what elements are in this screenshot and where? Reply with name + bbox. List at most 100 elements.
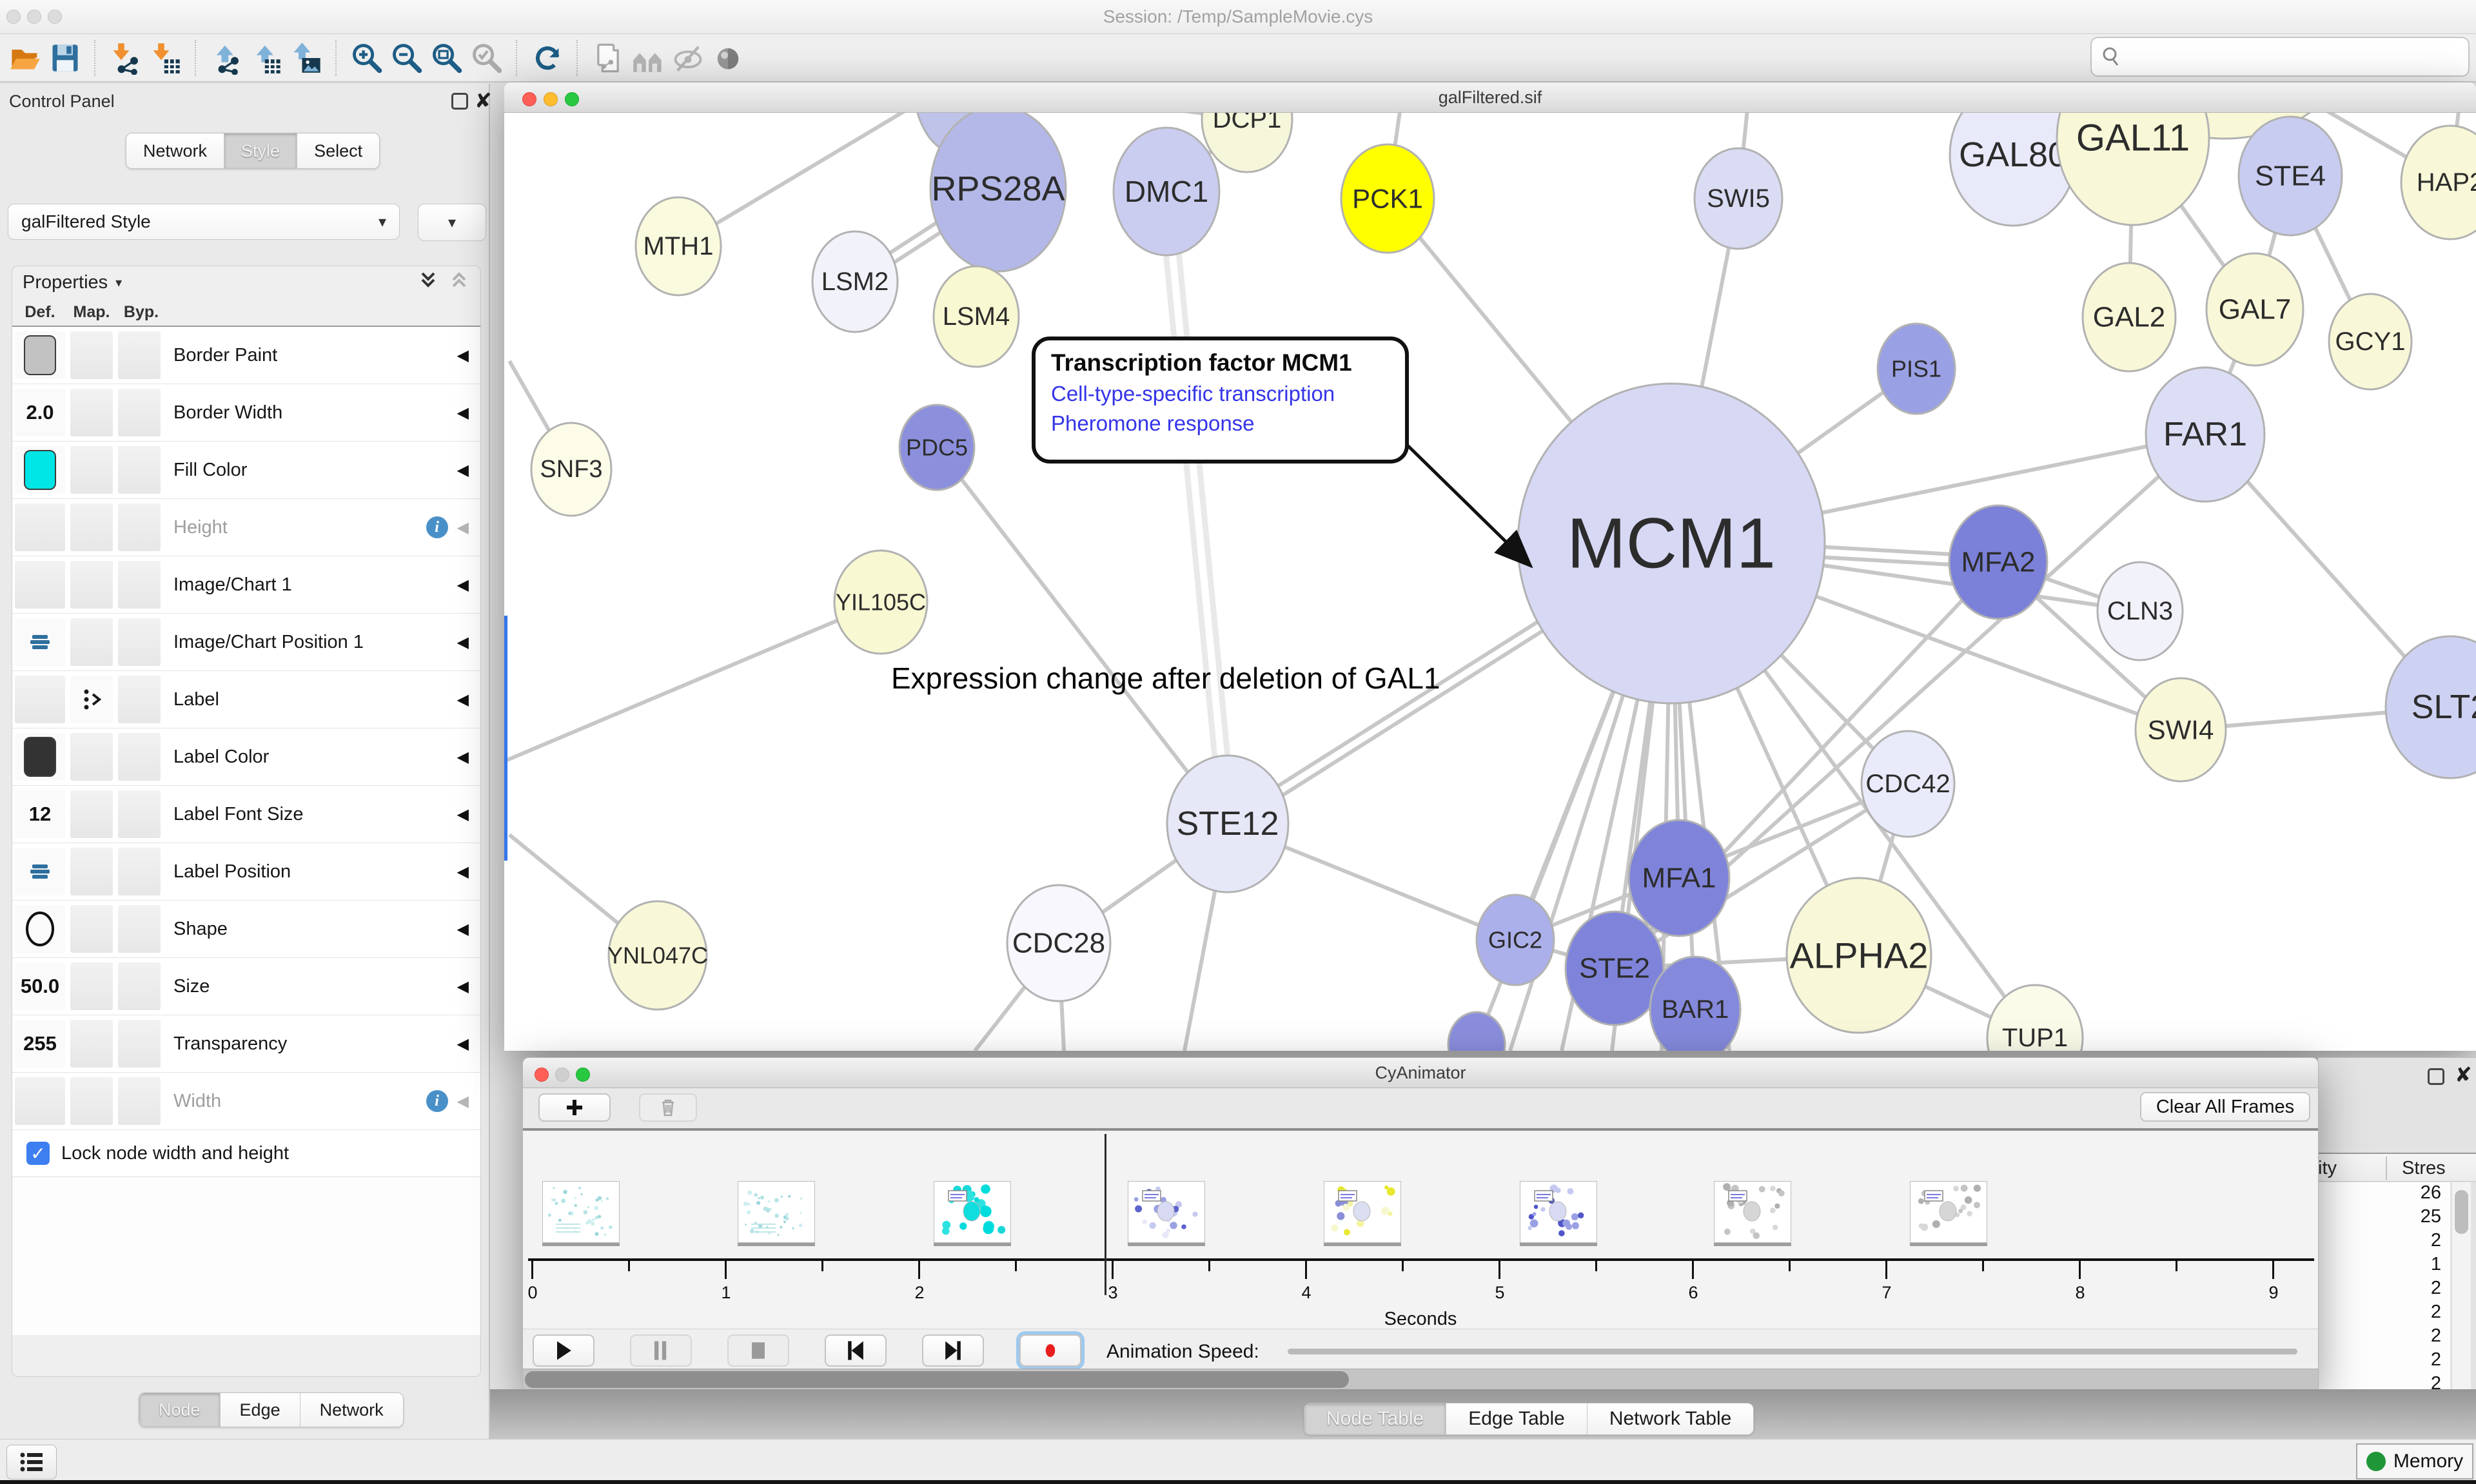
network-node-GAL7[interactable] (2205, 252, 2304, 367)
network-node-CDC28[interactable] (1006, 884, 1112, 1002)
mapping-cell[interactable] (70, 561, 113, 609)
expand-chevron-icon[interactable]: ◀ (457, 977, 469, 995)
toolbar-button-export-network[interactable] (206, 38, 246, 78)
network-node-YIL105C[interactable] (833, 549, 928, 655)
network-node-PCK1[interactable] (1340, 143, 1435, 254)
bypass-cell[interactable] (118, 1020, 161, 1068)
lock-dimensions-row[interactable]: ✓ Lock node width and height (12, 1130, 480, 1177)
network-node-TUP1[interactable] (1986, 984, 2084, 1051)
mapping-cell[interactable] (70, 1020, 113, 1068)
toolbar-button-save-session[interactable] (45, 38, 85, 78)
default-value-cell[interactable]: 12 (15, 790, 65, 838)
task-history-button[interactable] (6, 1445, 57, 1479)
frame-thumbnail-1[interactable] (542, 1181, 620, 1243)
mapping-cell[interactable] (70, 1077, 113, 1125)
table-row[interactable]: 2 (2430, 1373, 2441, 1391)
network-node-BAR1[interactable] (1649, 955, 1742, 1051)
scrollbar-thumb[interactable] (2455, 1190, 2468, 1234)
property-row-border-paint[interactable]: Border Paint ◀ (12, 327, 480, 384)
bypass-cell[interactable] (118, 848, 161, 895)
frame-thumbnail-6[interactable] (1520, 1181, 1597, 1243)
scrollbar-thumb[interactable] (525, 1371, 1349, 1388)
bypass-cell[interactable] (118, 389, 161, 436)
network-node-SLT2[interactable] (2384, 635, 2476, 779)
checkbox-checked-icon[interactable]: ✓ (26, 1142, 50, 1165)
search-box[interactable] (2090, 37, 2470, 77)
mapping-cell[interactable] (70, 618, 113, 666)
timeline-playhead[interactable] (1105, 1134, 1106, 1295)
network-node-YNL047C[interactable] (607, 900, 708, 1011)
network-node-GCY1[interactable] (2328, 293, 2413, 391)
expand-chevron-icon[interactable]: ◀ (457, 346, 469, 364)
tab-network-table[interactable]: Network Table (1587, 1403, 1754, 1434)
collapse-all-icon[interactable] (448, 268, 470, 297)
float-panel-icon[interactable] (2428, 1068, 2444, 1085)
bypass-cell[interactable] (118, 1077, 161, 1125)
tab-network[interactable]: Network (126, 133, 225, 168)
bypass-cell[interactable] (118, 962, 161, 1010)
bypass-cell[interactable] (118, 446, 161, 494)
expand-chevron-icon[interactable]: ◀ (457, 863, 469, 881)
property-row-label-color[interactable]: Label Color ◀ (12, 728, 480, 786)
network-canvas[interactable]: RPS28A DMC1 DCP1 PCK1 MTH1 LSM2 LSM4 SNF3 PDC5 YI… (504, 113, 2476, 1051)
table-row[interactable]: 2 (2430, 1349, 2441, 1370)
default-value-cell[interactable] (15, 618, 65, 666)
expand-chevron-icon[interactable]: ◀ (457, 518, 469, 536)
expand-chevron-icon[interactable]: ◀ (457, 1035, 469, 1053)
default-value-cell[interactable] (15, 503, 65, 551)
bypass-cell[interactable] (118, 331, 161, 379)
toolbar-button-hide-details[interactable] (668, 38, 708, 78)
pause-button[interactable] (630, 1334, 692, 1367)
property-row-size[interactable]: 50.0 Size ◀ (12, 958, 480, 1015)
annotation-callout[interactable]: Transcription factor MCM1 Cell-type-spec… (1032, 337, 1409, 464)
tab-style[interactable]: Style (224, 133, 298, 168)
minimize-window-icon[interactable] (27, 10, 41, 24)
play-button[interactable] (533, 1334, 594, 1367)
expand-all-icon[interactable] (417, 268, 439, 297)
default-value-cell[interactable] (15, 905, 65, 953)
record-button[interactable] (1019, 1334, 1081, 1367)
table-row[interactable]: 2 (2430, 1230, 2441, 1251)
network-node-LSM2[interactable] (811, 230, 899, 333)
mapping-cell[interactable] (70, 503, 113, 551)
expand-chevron-icon[interactable]: ◀ (457, 461, 469, 479)
tab-node-table[interactable]: Node Table (1304, 1403, 1447, 1434)
default-value-cell[interactable] (15, 561, 65, 609)
bypass-cell[interactable] (118, 676, 161, 723)
default-value-cell[interactable]: 2.0 (15, 389, 65, 436)
minimize-window-icon[interactable] (555, 1068, 569, 1082)
network-node-PIS1[interactable] (1876, 322, 1956, 415)
table-row[interactable]: 2 (2430, 1325, 2441, 1346)
tab-node[interactable]: Node (139, 1393, 221, 1427)
bypass-cell[interactable] (118, 561, 161, 609)
style-selector[interactable]: galFiltered Style ▾ (8, 204, 400, 240)
expand-chevron-icon[interactable]: ◀ (457, 690, 469, 708)
network-node-SWI4[interactable] (2134, 677, 2227, 783)
bypass-cell[interactable] (118, 790, 161, 838)
toolbar-button-export-table[interactable] (246, 38, 286, 78)
bypass-cell[interactable] (118, 503, 161, 551)
network-node-DMC1[interactable] (1112, 126, 1221, 257)
table-row[interactable]: 2 (2430, 1302, 2441, 1322)
network-node-STE4[interactable] (2237, 115, 2343, 237)
network-window-titlebar[interactable]: galFiltered.sif (504, 83, 2476, 113)
mapping-cell[interactable] (70, 733, 113, 781)
zoom-window-icon[interactable] (576, 1068, 590, 1082)
toolbar-button-open-session[interactable] (5, 38, 45, 78)
mapping-cell[interactable] (70, 676, 113, 723)
property-row-width[interactable]: Width i ◀ (12, 1073, 480, 1130)
network-node-CDC42[interactable] (1860, 730, 1956, 838)
add-frame-button[interactable] (538, 1093, 611, 1122)
toolbar-button-duplicate-network[interactable] (588, 38, 628, 78)
toolbar-button-zoom-out[interactable] (387, 38, 427, 78)
frame-thumbnail-4[interactable] (1128, 1181, 1205, 1243)
network-node-MTH1[interactable] (634, 196, 722, 297)
expand-chevron-icon[interactable]: ◀ (457, 1092, 469, 1110)
info-icon[interactable]: i (426, 516, 448, 538)
property-row-label[interactable]: Label ◀ (12, 671, 480, 728)
close-window-icon[interactable] (535, 1068, 549, 1082)
network-node-MFA2[interactable] (1948, 504, 2049, 620)
expand-chevron-icon[interactable]: ◀ (457, 748, 469, 766)
network-node-ppart[interactable] (1447, 1011, 1506, 1051)
mapping-cell[interactable] (70, 790, 113, 838)
